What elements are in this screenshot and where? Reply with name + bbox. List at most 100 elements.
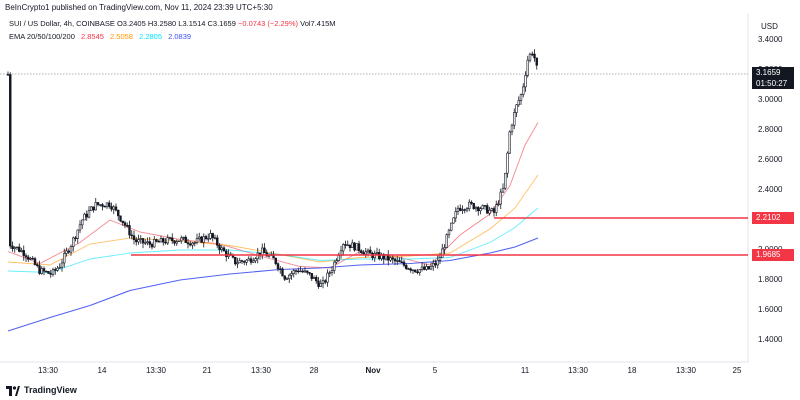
candle — [182, 236, 185, 241]
candle — [362, 250, 365, 255]
candle — [427, 266, 430, 270]
candle — [144, 239, 147, 246]
candle — [159, 235, 163, 243]
resistance-2-tag: 1.9685 — [752, 249, 794, 261]
price-tick-label: 1.4000 — [758, 335, 783, 344]
price-tick-label: 3.0000 — [758, 95, 783, 104]
candle — [222, 245, 226, 252]
last-price-value: 3.1659 — [756, 68, 781, 77]
candle — [141, 238, 145, 249]
resistance-1-tag: 2.2102 — [752, 212, 794, 224]
candle — [186, 238, 190, 249]
candle — [60, 258, 64, 272]
candle — [114, 203, 118, 212]
candle — [533, 49, 536, 62]
candle — [83, 212, 86, 221]
candle — [148, 236, 151, 249]
price-chart[interactable] — [0, 0, 800, 382]
candle — [452, 217, 455, 224]
candle — [11, 241, 14, 252]
candle — [49, 269, 52, 278]
candle — [177, 240, 181, 243]
candle — [387, 250, 390, 266]
symbol-title[interactable]: SUI / US Dollar, 4h, COINBASE — [9, 19, 115, 28]
candle — [337, 252, 340, 262]
candle — [281, 267, 284, 277]
time-tick-label: 14 — [97, 366, 107, 375]
candle — [195, 233, 199, 245]
candle — [510, 123, 514, 136]
candle — [175, 239, 178, 246]
candle — [418, 269, 421, 276]
candle — [432, 259, 435, 271]
tradingview-brand[interactable]: TradingView — [24, 385, 77, 395]
candle — [402, 259, 406, 268]
candle — [348, 244, 352, 252]
candle — [51, 267, 55, 277]
candle — [497, 200, 500, 207]
candle — [468, 199, 471, 212]
candle — [29, 256, 32, 261]
candle — [119, 215, 122, 223]
ema-legend[interactable]: EMA 20/50/100/200 2.8545 2.5058 2.2805 2… — [9, 32, 191, 41]
price-tick-label: 1.8000 — [758, 275, 783, 284]
candle — [535, 57, 538, 70]
candle — [69, 244, 73, 256]
candle — [416, 268, 419, 275]
price-tick-label: 3.4000 — [758, 35, 783, 44]
candle — [398, 257, 401, 263]
candle — [252, 257, 255, 263]
ema100-line — [7, 207, 539, 273]
candle — [92, 206, 95, 213]
ohlc-change: −0.0743 (−2.29%) — [237, 19, 299, 28]
tradingview-logo-icon[interactable] — [6, 386, 20, 396]
candle — [137, 234, 140, 245]
candle — [126, 222, 129, 228]
candle-countdown: 01:50:27 — [756, 79, 788, 88]
candle — [191, 241, 194, 249]
candle — [393, 257, 397, 266]
candle — [423, 263, 426, 271]
candle — [339, 245, 343, 259]
candle — [364, 248, 367, 258]
candle — [357, 240, 361, 254]
time-tick-label: 25 — [732, 366, 742, 375]
ema-lines — [7, 122, 539, 332]
candle — [294, 269, 298, 276]
candle — [465, 206, 469, 213]
candle — [90, 205, 93, 212]
candle — [189, 241, 192, 247]
ema-label[interactable]: EMA 20/50/100/200 — [9, 32, 75, 41]
symbol-legend[interactable]: SUI / US Dollar, 4h, COINBASE O3.2405 H3… — [9, 19, 336, 28]
candle — [42, 266, 46, 276]
candle — [409, 267, 412, 273]
candle — [164, 238, 167, 245]
candle — [513, 108, 516, 130]
time-tick-label: 18 — [627, 366, 637, 375]
candle — [508, 130, 511, 154]
candle — [292, 268, 295, 278]
candle — [96, 202, 100, 207]
candle — [429, 262, 433, 271]
candle — [150, 242, 154, 250]
candle — [184, 235, 187, 244]
candle — [238, 257, 241, 264]
candle — [360, 249, 363, 256]
candle — [227, 249, 230, 259]
candle — [202, 233, 205, 248]
candle — [236, 257, 239, 269]
footer — [0, 382, 800, 400]
candle — [310, 273, 313, 282]
candle — [13, 246, 16, 253]
candle — [400, 256, 403, 264]
candle — [245, 259, 248, 266]
time-tick-label: 21 — [202, 366, 212, 375]
candle — [461, 205, 464, 214]
candle — [87, 206, 91, 219]
candle — [173, 240, 176, 246]
candle — [463, 208, 466, 214]
candle — [351, 239, 354, 248]
candle — [157, 239, 160, 243]
candle — [249, 256, 253, 265]
